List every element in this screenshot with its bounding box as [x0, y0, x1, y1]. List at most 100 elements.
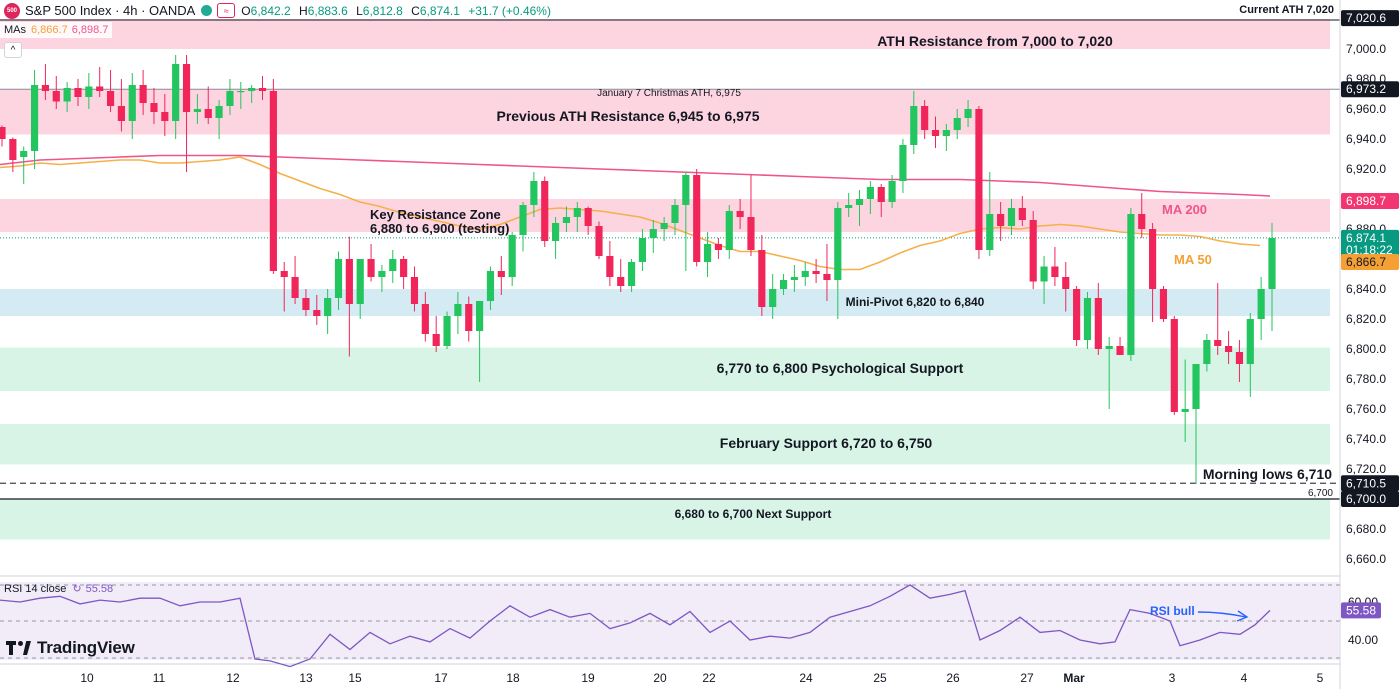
candle-body	[552, 223, 560, 241]
candle-body	[324, 298, 332, 316]
candle-body	[30, 85, 39, 151]
equals-icon[interactable]: ≈	[217, 3, 236, 18]
candle	[269, 79, 277, 274]
candle-body	[823, 274, 831, 280]
level-6700-label: 6,700	[1308, 488, 1333, 499]
candle-body	[150, 103, 158, 112]
candle	[1224, 331, 1233, 364]
ma50-legend-value: 6,866.7	[31, 24, 68, 36]
candle-body	[117, 106, 125, 121]
candle-body	[410, 277, 419, 304]
y-tick-label: 6,940.0	[1346, 132, 1386, 146]
candle	[855, 190, 864, 226]
collapse-chevron-up-icon[interactable]: ^	[4, 42, 22, 58]
change-value: +31.7 (+0.46%)	[468, 3, 551, 18]
price-badge	[1341, 229, 1399, 246]
candle-body	[378, 271, 386, 277]
candle	[834, 202, 842, 319]
candle-body	[931, 130, 940, 136]
candle	[747, 175, 755, 256]
candle	[486, 266, 495, 310]
x-tick-label: 27	[1020, 671, 1034, 685]
rsi-legend[interactable]: RSI 14 close ↻ 55.58	[4, 582, 113, 596]
candle-body	[997, 214, 1005, 226]
candle-body	[627, 262, 636, 286]
candle-body	[975, 109, 983, 250]
zone-label: ATH Resistance from 7,000 to 7,020	[877, 33, 1113, 49]
candle	[584, 206, 592, 235]
rsi-current-label: 55.58	[1346, 603, 1376, 617]
candle	[400, 256, 408, 289]
candle	[1127, 208, 1135, 361]
x-tick-label: 10	[80, 671, 94, 685]
candle	[20, 146, 28, 184]
candle	[899, 139, 907, 193]
candle	[421, 292, 429, 342]
candle-body	[258, 88, 267, 91]
candle-body	[106, 91, 115, 106]
mas-legend[interactable]: MAs 6,866.7 6,898.7	[0, 22, 113, 38]
price-badge	[1341, 10, 1399, 27]
x-tick-label: 4	[1241, 671, 1248, 685]
ma-layer	[0, 154, 1271, 271]
rsi-annotation: RSI bull	[1150, 604, 1195, 618]
candle-body	[1159, 289, 1168, 319]
candle	[226, 79, 234, 115]
candle-body	[52, 91, 60, 102]
y-tick-label: 6,660.0	[1346, 552, 1386, 566]
candle-body	[1007, 208, 1016, 226]
candle	[660, 217, 668, 241]
x-tick-label: 12	[226, 671, 240, 685]
candle-body	[584, 208, 592, 226]
rsi-y-tick: 40.00	[1348, 633, 1378, 647]
price-badge	[1341, 491, 1399, 507]
candle-body	[910, 106, 918, 145]
symbol-title[interactable]: S&P 500 Index · 4h · OANDA	[25, 3, 196, 18]
x-tick-label: 3	[1169, 671, 1176, 685]
candle	[1268, 223, 1276, 331]
x-tick-label: 24	[799, 671, 813, 685]
candle-body	[454, 304, 462, 316]
candle	[378, 265, 386, 292]
candle	[1159, 286, 1168, 322]
x-tick-label: 20	[653, 671, 667, 685]
y-tick-label: 6,780.0	[1346, 372, 1386, 386]
candle-body	[204, 109, 212, 118]
candle	[41, 64, 50, 100]
candle-body	[877, 187, 885, 202]
candle	[237, 82, 245, 109]
candle	[258, 76, 267, 100]
candle-body	[1105, 346, 1113, 349]
candle-body	[660, 223, 668, 229]
candle	[541, 176, 549, 247]
candle	[1073, 286, 1081, 346]
candle	[703, 232, 712, 277]
candle-body	[541, 181, 549, 241]
candle-body	[280, 271, 288, 277]
candle-body	[476, 301, 484, 331]
ma200-line	[0, 154, 1271, 197]
candle-body	[1062, 277, 1070, 289]
candle	[9, 137, 17, 172]
candle	[356, 259, 364, 319]
candle	[888, 175, 896, 208]
candle	[866, 181, 874, 214]
candle-body	[1203, 340, 1211, 364]
candle	[1116, 337, 1124, 355]
candle	[193, 94, 201, 124]
market-status-icon	[201, 5, 213, 16]
candle	[1192, 364, 1200, 484]
zone-label: 6,680 to 6,700 Next Support	[675, 507, 832, 521]
candle-body	[400, 259, 408, 277]
candle	[0, 125, 6, 147]
candle	[1246, 313, 1254, 397]
refresh-icon[interactable]: ↻	[72, 583, 82, 595]
candle-body	[747, 217, 755, 250]
candle	[1214, 283, 1222, 355]
candle-body	[1257, 289, 1265, 319]
sp500-logo-icon: 500	[4, 2, 20, 19]
candle	[530, 172, 538, 217]
candle-body	[779, 280, 788, 289]
